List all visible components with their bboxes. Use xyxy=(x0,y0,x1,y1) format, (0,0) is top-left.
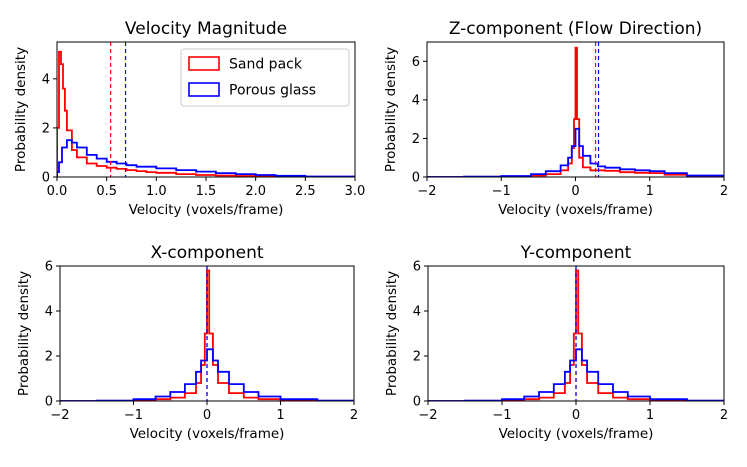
x-tick-label: 0 xyxy=(572,408,580,423)
subplot-1: 0.0 0.5 1.0 1.5 2.0 2.5 3.0 0 2 4 Velocity Magnitu… xyxy=(13,19,365,218)
y-tick-label: 6 xyxy=(412,55,420,70)
x-tick-label: −1 xyxy=(492,184,511,199)
x-axis-label: Velocity (voxels/frame) xyxy=(129,202,284,218)
x-tick-label: 1.0 xyxy=(146,184,167,199)
series-porous-glass xyxy=(427,127,724,177)
x-tick-label: −2 xyxy=(50,408,69,423)
y-tick-label: 4 xyxy=(45,305,53,320)
y-tick-label: 4 xyxy=(413,305,421,320)
x-tick-label: 0 xyxy=(571,184,579,199)
y-tick-label: 6 xyxy=(45,260,53,275)
y-axis-label: Probability density xyxy=(384,271,400,396)
y-tick-label: 4 xyxy=(412,93,420,108)
legend-swatch xyxy=(188,56,220,71)
x-tick-label: −1 xyxy=(124,408,143,423)
y-tick-label: 2 xyxy=(413,350,421,365)
subplot-title: X-component xyxy=(150,243,263,263)
x-tick-label: −1 xyxy=(492,408,511,423)
x-tick-label: 0.0 xyxy=(47,184,68,199)
y-tick-label: 2 xyxy=(42,121,50,136)
x-tick-label: 0 xyxy=(203,408,211,423)
x-axis-label: Velocity (voxels/frame) xyxy=(130,426,285,442)
subplot-title: Z-component (Flow Direction) xyxy=(449,19,702,39)
y-tick-label: 2 xyxy=(412,132,420,147)
series-sand-pack xyxy=(57,50,355,177)
subplot-title: Velocity Magnitude xyxy=(125,19,287,39)
x-tick-label: 3.0 xyxy=(345,184,366,199)
subplot-2: −2 −1 0 1 2 0 2 4 6 Z-component (Flow Direction) V… xyxy=(383,19,728,218)
y-tick-label: 0 xyxy=(42,171,50,186)
y-axis-label: Probability density xyxy=(16,271,32,396)
series-sand-pack xyxy=(427,46,724,177)
subplot-title: Y-component xyxy=(520,243,632,263)
x-tick-label: 2 xyxy=(720,184,728,199)
x-tick-label: 1 xyxy=(646,408,654,423)
x-tick-label: 2.0 xyxy=(245,184,266,199)
y-tick-label: 0 xyxy=(412,171,420,186)
y-axis-label: Probability density xyxy=(13,47,29,172)
y-tick-label: 2 xyxy=(45,350,53,365)
x-axis-label: Velocity (voxels/frame) xyxy=(498,202,653,218)
x-tick-label: −2 xyxy=(417,184,436,199)
y-tick-label: 4 xyxy=(42,72,50,87)
subplot-3: −2 −1 0 1 2 0 2 4 6 X-component Velocity (voxels/f… xyxy=(16,243,358,442)
y-tick-label: 0 xyxy=(45,395,53,410)
x-tick-label: 2 xyxy=(350,408,358,423)
legend-label: Sand pack xyxy=(229,57,303,73)
y-tick-label: 0 xyxy=(413,395,421,410)
legend: Sand pack Porous glass xyxy=(180,48,350,107)
legend-box xyxy=(180,48,350,107)
x-tick-label: 2 xyxy=(720,408,728,423)
x-tick-label: 2.5 xyxy=(295,184,316,199)
y-axis-label: Probability density xyxy=(383,47,399,172)
legend-swatch xyxy=(188,82,220,97)
x-axis-label: Velocity (voxels/frame) xyxy=(499,426,654,442)
legend-label: Porous glass xyxy=(229,83,316,99)
x-tick-label: 1 xyxy=(276,408,284,423)
x-tick-label: 1 xyxy=(646,184,654,199)
x-tick-label: −2 xyxy=(418,408,437,423)
y-tick-label: 6 xyxy=(413,260,421,275)
series-porous-glass xyxy=(60,348,354,401)
x-tick-label: 0.5 xyxy=(96,184,117,199)
x-tick-label: 1.5 xyxy=(196,184,217,199)
series-porous-glass xyxy=(428,348,724,401)
subplot-4: −2 −1 0 1 2 0 2 4 6 Y-component Velocity (voxels/f… xyxy=(384,243,728,442)
series-porous-glass xyxy=(57,139,355,177)
